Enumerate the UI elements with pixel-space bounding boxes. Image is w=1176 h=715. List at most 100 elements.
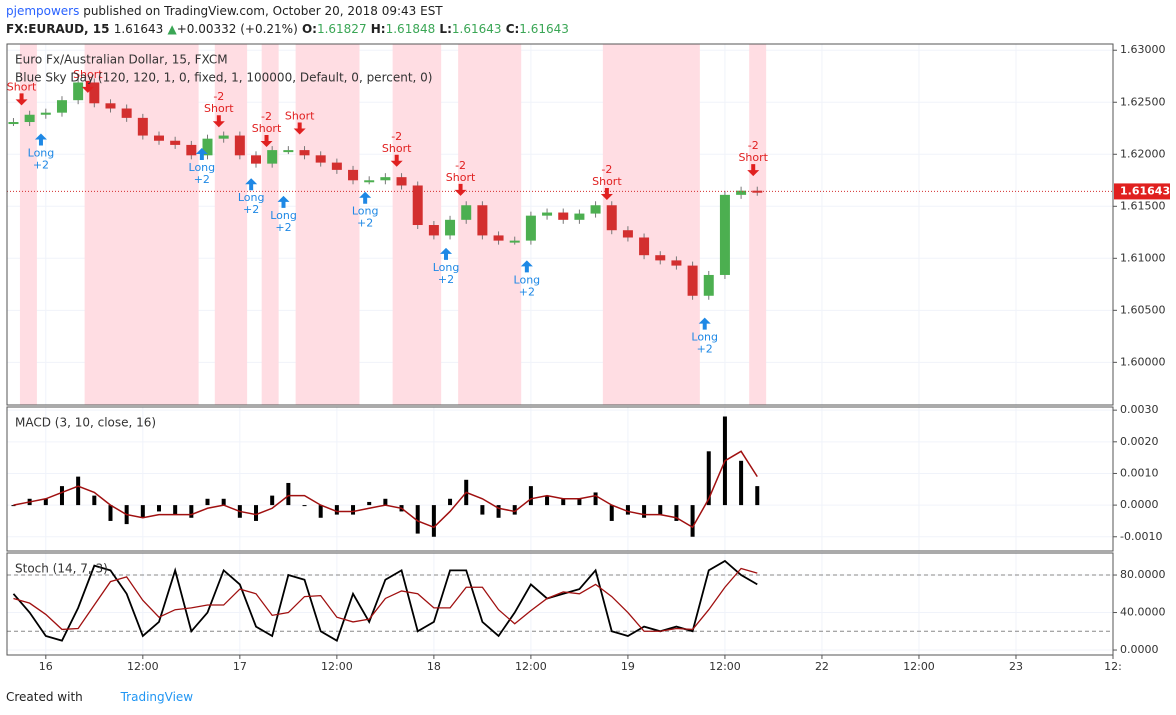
- y-tick-label: 1.61500: [1120, 199, 1166, 212]
- macd-bar: [59, 486, 64, 506]
- signal-arrow: [520, 260, 533, 273]
- candle: [477, 205, 488, 236]
- signal-label: -2: [601, 163, 612, 176]
- candle: [736, 190, 747, 195]
- macd-bar: [254, 505, 259, 521]
- signal-label: +2: [33, 158, 49, 171]
- candle: [558, 212, 569, 220]
- candle: [687, 265, 698, 296]
- signal-label: Short: [73, 68, 103, 81]
- signal-arrow: [260, 134, 273, 147]
- y-tick-label: 0.0030: [1120, 403, 1159, 416]
- shaded-range: [749, 44, 767, 405]
- x-tick-label: 12:00: [515, 660, 547, 673]
- panel-frame: [6, 43, 1114, 406]
- macd-bar: [140, 505, 145, 518]
- signal-arrow: [600, 188, 613, 201]
- macd-bar: [674, 505, 679, 521]
- candle: [283, 150, 294, 153]
- signal-label: -2: [213, 90, 224, 103]
- signal-label: Long: [514, 273, 541, 286]
- candle: [622, 230, 633, 238]
- macd-bar: [690, 505, 695, 537]
- signal-arrow: [15, 93, 28, 106]
- footer: Created with TradingView: [6, 690, 193, 704]
- series-line: [13, 567, 758, 632]
- signal-label: Long: [352, 205, 379, 218]
- signal-label: Short: [7, 80, 37, 93]
- candle: [525, 215, 536, 241]
- macd-bar: [512, 505, 517, 515]
- candle: [380, 177, 391, 181]
- signal-label: -2: [455, 159, 466, 172]
- macd-bar: [108, 505, 113, 521]
- l-label: L:: [439, 22, 452, 36]
- signal-label: +2: [438, 273, 454, 286]
- candle: [331, 162, 342, 170]
- brand[interactable]: TradingView: [120, 690, 194, 704]
- series-line: [12, 559, 758, 642]
- h-label: H:: [370, 22, 386, 36]
- signal-arrow: [747, 164, 760, 177]
- y-tick-label: 0.0000: [1120, 643, 1159, 656]
- candle: [671, 260, 682, 266]
- signal-arrow: [277, 195, 290, 208]
- macd-bar: [43, 498, 48, 506]
- candle: [461, 205, 472, 220]
- header-line: pjempowers published on TradingView.com,…: [6, 4, 443, 18]
- candle: [299, 150, 310, 156]
- signal-label: -2: [748, 139, 759, 152]
- panel-title: Stoch (14, 7, 3): [15, 562, 108, 576]
- macd-bar: [480, 505, 485, 515]
- macd-bar: [76, 476, 81, 506]
- macd-bar: [156, 505, 161, 512]
- y-tick-label: 1.62000: [1120, 147, 1166, 160]
- panel-title: Euro Fx/Australian Dollar, 15, FXCM: [15, 53, 228, 67]
- created: Created with: [6, 690, 83, 704]
- shaded-range: [19, 44, 37, 405]
- candle: [8, 122, 19, 125]
- signal-label: Short: [285, 110, 315, 123]
- signal-label: Short: [592, 175, 622, 188]
- signal-label: +2: [357, 217, 373, 230]
- y-tick-label: 1.60500: [1120, 303, 1166, 316]
- signal-label: +2: [243, 203, 259, 216]
- macd-bar: [642, 505, 647, 518]
- macd-bar: [496, 505, 501, 518]
- macd-bar: [334, 505, 339, 515]
- macd-bar: [448, 498, 453, 506]
- candle: [542, 212, 553, 216]
- candle: [590, 205, 601, 214]
- c: 1.61643: [519, 22, 569, 36]
- x-tick-label: 22: [815, 660, 829, 673]
- o: 1.61827: [316, 22, 367, 36]
- signal-label: Long: [433, 261, 460, 274]
- signal-label: +2: [519, 285, 535, 298]
- macd-bar: [92, 495, 97, 506]
- candle: [428, 225, 439, 236]
- candle: [574, 213, 585, 220]
- candle: [89, 82, 100, 104]
- macd-bar: [318, 505, 323, 518]
- panel-frame: [6, 406, 1114, 552]
- shaded-range: [84, 44, 199, 405]
- signal-label: Short: [738, 151, 768, 164]
- signal-label: Short: [382, 142, 412, 155]
- candle: [445, 219, 456, 236]
- last-price-label: 1.61643: [1120, 184, 1170, 197]
- h: 1.61848: [385, 22, 436, 36]
- x-tick-label: 12:00: [321, 660, 353, 673]
- candle: [170, 140, 181, 145]
- macd-bar: [431, 505, 436, 537]
- candle: [639, 237, 650, 256]
- signal-label: Long: [691, 331, 718, 344]
- candle: [153, 135, 164, 141]
- signal-label: +2: [275, 221, 291, 234]
- y-tick-label: 80.0000: [1120, 568, 1166, 581]
- shaded-range: [602, 44, 700, 405]
- x-tick-label: 12:00: [709, 660, 741, 673]
- author[interactable]: pjempowers: [6, 4, 80, 18]
- candle: [24, 114, 35, 123]
- macd-bar: [577, 498, 582, 506]
- macd-bar: [755, 486, 760, 506]
